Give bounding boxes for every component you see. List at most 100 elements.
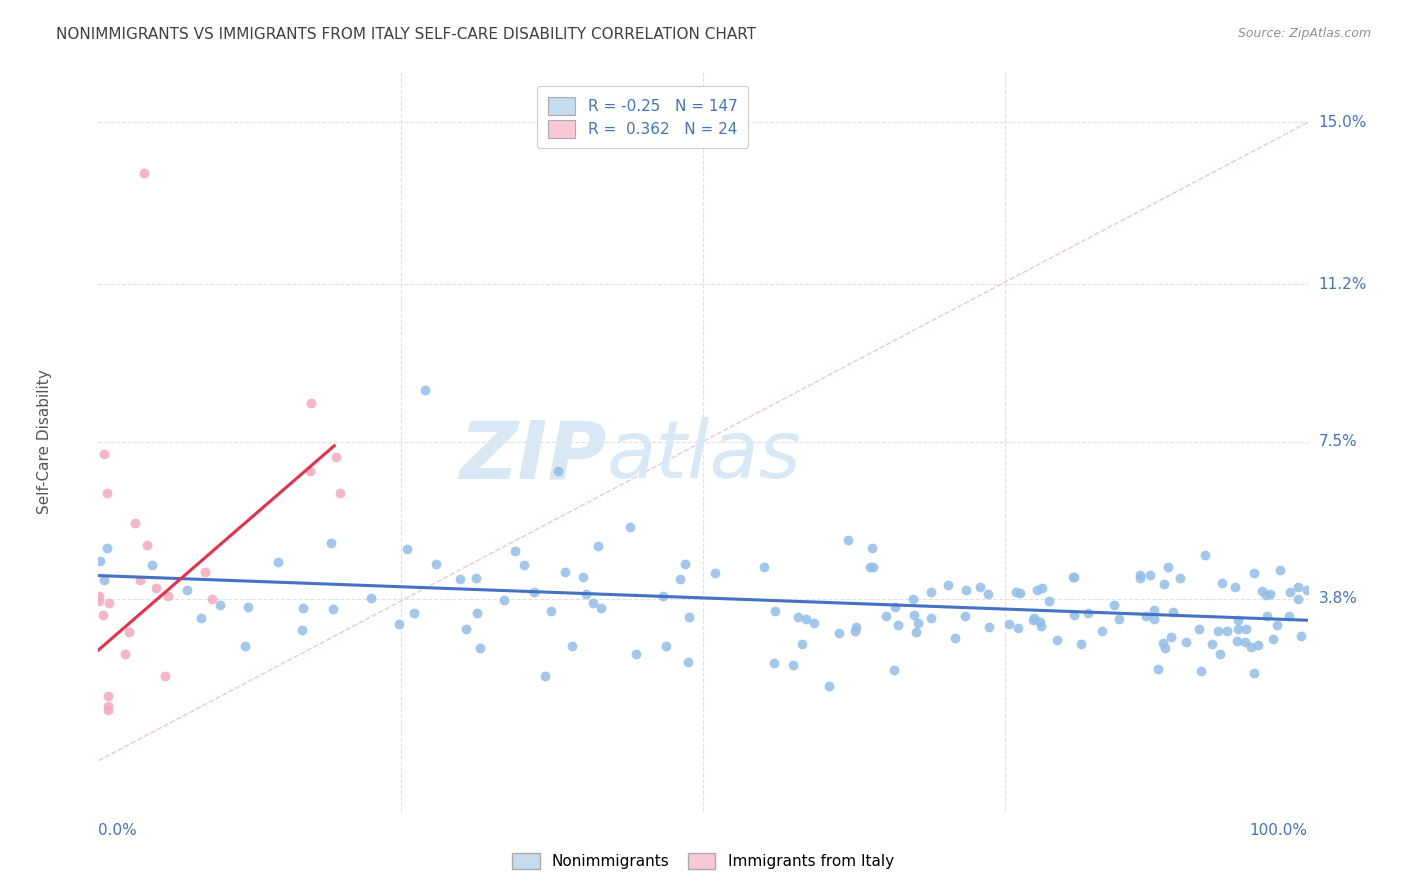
Point — [1157, 560, 1180, 574]
Point — [1278, 585, 1301, 599]
Point — [523, 585, 546, 599]
Point — [955, 582, 977, 597]
Point — [1246, 638, 1268, 652]
Text: 0.0%: 0.0% — [98, 822, 138, 838]
Point — [1077, 606, 1099, 620]
Point — [860, 541, 883, 555]
Point — [97, 698, 120, 713]
Point — [388, 617, 411, 632]
Point — [93, 573, 115, 587]
Point — [998, 617, 1021, 632]
Point — [875, 608, 897, 623]
Point — [134, 166, 156, 180]
Point — [114, 647, 136, 661]
Point — [96, 541, 118, 555]
Point — [291, 623, 314, 637]
Point — [1129, 567, 1152, 582]
Point — [763, 605, 786, 619]
Point — [1139, 568, 1161, 582]
Point — [1291, 629, 1313, 643]
Point — [575, 587, 598, 601]
Point — [1143, 602, 1166, 616]
Text: 3.8%: 3.8% — [1319, 591, 1358, 607]
Point — [1170, 571, 1192, 585]
Point — [763, 656, 786, 670]
Point — [425, 557, 447, 571]
Point — [1135, 608, 1157, 623]
Text: 11.2%: 11.2% — [1319, 277, 1367, 292]
Point — [494, 593, 516, 607]
Point — [1226, 633, 1249, 648]
Point — [319, 535, 342, 549]
Point — [586, 539, 609, 553]
Point — [1256, 608, 1278, 623]
Text: 15.0%: 15.0% — [1319, 115, 1367, 130]
Legend: Nonimmigrants, Immigrants from Italy: Nonimmigrants, Immigrants from Italy — [506, 847, 900, 875]
Point — [209, 598, 232, 612]
Point — [1206, 624, 1229, 639]
Point — [1007, 621, 1029, 635]
Point — [325, 450, 347, 464]
Point — [907, 615, 929, 630]
Point — [136, 538, 159, 552]
Point — [920, 584, 942, 599]
Point — [299, 464, 322, 478]
Point — [1063, 607, 1085, 622]
Point — [1046, 633, 1069, 648]
Point — [676, 655, 699, 669]
Point — [787, 610, 810, 624]
Point — [837, 533, 859, 547]
Point — [1211, 575, 1233, 590]
Point — [977, 620, 1000, 634]
Point — [1295, 583, 1317, 598]
Point — [402, 607, 425, 621]
Point — [201, 592, 224, 607]
Point — [953, 609, 976, 624]
Point — [1286, 580, 1309, 594]
Point — [1146, 662, 1168, 676]
Point — [675, 558, 697, 572]
Point — [87, 589, 110, 603]
Point — [619, 519, 641, 533]
Point — [936, 578, 959, 592]
Point — [1070, 637, 1092, 651]
Point — [859, 560, 882, 574]
Point — [1234, 635, 1257, 649]
Point — [534, 669, 557, 683]
Point — [97, 703, 120, 717]
Point — [465, 571, 488, 585]
Point — [752, 560, 775, 574]
Point — [93, 447, 115, 461]
Point — [1143, 612, 1166, 626]
Point — [1188, 622, 1211, 636]
Point — [1026, 583, 1049, 598]
Point — [395, 541, 418, 556]
Point — [1286, 591, 1309, 606]
Point — [190, 611, 212, 625]
Point — [901, 592, 924, 607]
Point — [1005, 584, 1028, 599]
Point — [299, 396, 322, 410]
Point — [561, 639, 583, 653]
Point — [1022, 614, 1045, 628]
Point — [87, 593, 110, 607]
Point — [886, 617, 908, 632]
Point — [1234, 622, 1257, 636]
Point — [1209, 647, 1232, 661]
Point — [1175, 635, 1198, 649]
Point — [862, 560, 884, 574]
Point — [540, 604, 562, 618]
Point — [582, 596, 605, 610]
Point — [803, 615, 825, 630]
Point — [1090, 624, 1112, 639]
Point — [1225, 580, 1247, 594]
Point — [547, 464, 569, 478]
Point — [449, 572, 471, 586]
Point — [920, 611, 942, 625]
Point — [1029, 619, 1052, 633]
Point — [413, 384, 436, 398]
Point — [454, 622, 477, 636]
Point — [468, 641, 491, 656]
Point — [828, 625, 851, 640]
Point — [1258, 587, 1281, 601]
